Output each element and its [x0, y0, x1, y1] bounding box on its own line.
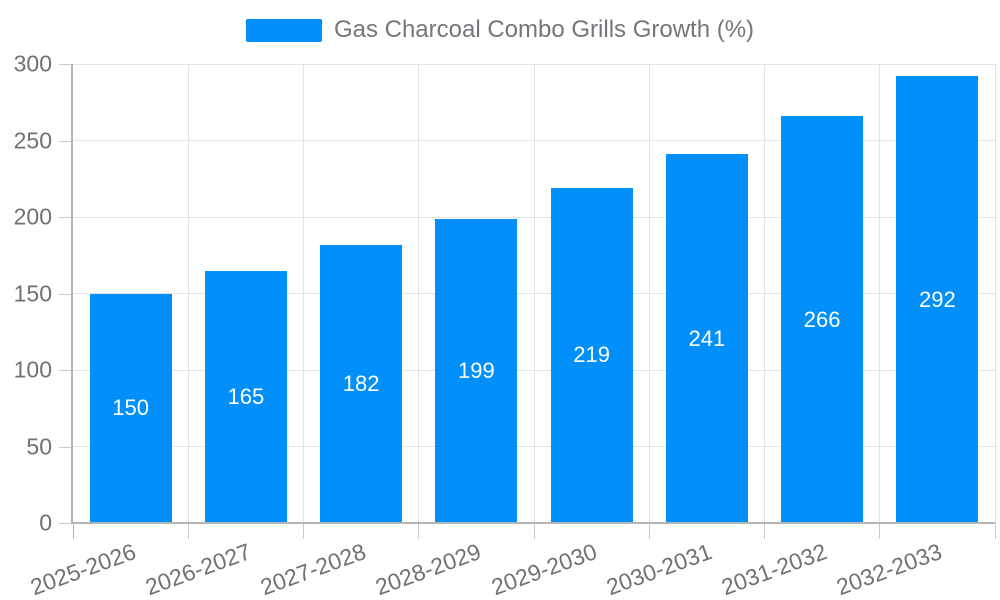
plot-area: 150 165 182 199 219 241 266 292 — [73, 63, 996, 523]
legend-label: Gas Charcoal Combo Grills Growth (%) — [333, 16, 755, 43]
x-tick — [879, 523, 881, 539]
bar-value-label: 165 — [227, 383, 265, 409]
bar-value-label: 199 — [458, 357, 495, 383]
legend: Gas Charcoal Combo Grills Growth (%) — [0, 16, 1000, 43]
x-axis-line — [71, 522, 995, 524]
y-tick — [59, 140, 73, 142]
y-tick-label: 250 — [13, 127, 52, 153]
x-tick-label: 2031-2032 — [718, 538, 831, 600]
x-tick — [764, 523, 765, 539]
bar[interactable]: 150 — [89, 293, 172, 523]
x-tick-label: 2027-2028 — [257, 538, 370, 600]
bar[interactable]: 266 — [781, 116, 864, 523]
x-tick-label: 2030-2031 — [602, 538, 716, 600]
x-tick — [533, 523, 535, 539]
bar-value-label: 150 — [112, 395, 149, 421]
x-gridline — [764, 64, 765, 523]
bar-value-label: 182 — [342, 370, 380, 396]
bar[interactable]: 182 — [320, 244, 403, 523]
x-tick-label: 2029-2030 — [487, 538, 600, 600]
bar[interactable]: 165 — [204, 270, 287, 523]
x-tick-label: 2032-2033 — [833, 538, 946, 600]
x-tick-label: 2026-2027 — [141, 538, 255, 600]
x-gridline — [303, 64, 304, 523]
bar[interactable]: 199 — [435, 218, 518, 523]
y-axis-line — [71, 64, 73, 523]
x-tick — [994, 523, 996, 539]
bar-value-label: 241 — [688, 325, 726, 351]
y-tick — [59, 370, 73, 371]
y-tick — [59, 64, 73, 65]
x-tick — [418, 523, 420, 539]
x-tick-label: 2028-2029 — [372, 538, 485, 600]
y-tick-label: 150 — [13, 280, 52, 306]
x-gridline — [533, 64, 535, 523]
y-tick — [59, 446, 73, 448]
x-tick-label: 2025-2026 — [26, 538, 139, 600]
x-tick — [187, 523, 189, 539]
bar[interactable]: 241 — [665, 154, 748, 523]
y-tick-label: 50 — [26, 433, 52, 459]
x-tick — [303, 523, 304, 539]
y-tick-label: 100 — [13, 356, 52, 383]
x-gridline — [187, 64, 189, 523]
y-tick — [59, 293, 73, 295]
legend-item[interactable]: Gas Charcoal Combo Grills Growth (%) — [245, 16, 755, 43]
y-tick-label: 300 — [13, 50, 52, 77]
bar-value-label: 219 — [573, 342, 610, 368]
y-tick-label: 200 — [13, 203, 52, 230]
bar[interactable]: 219 — [550, 187, 633, 523]
x-gridline — [648, 64, 650, 523]
x-gridline — [418, 64, 420, 523]
bar-value-label: 292 — [919, 286, 956, 312]
legend-marker-icon — [245, 18, 322, 42]
y-tick-label: 0 — [39, 509, 52, 536]
x-tick — [648, 523, 650, 539]
x-gridline — [994, 64, 996, 523]
bar-value-label: 266 — [803, 306, 841, 332]
x-tick — [72, 523, 74, 539]
x-gridline — [879, 64, 881, 523]
bar[interactable]: 292 — [896, 76, 979, 523]
y-tick — [59, 523, 73, 524]
y-tick — [59, 217, 73, 218]
